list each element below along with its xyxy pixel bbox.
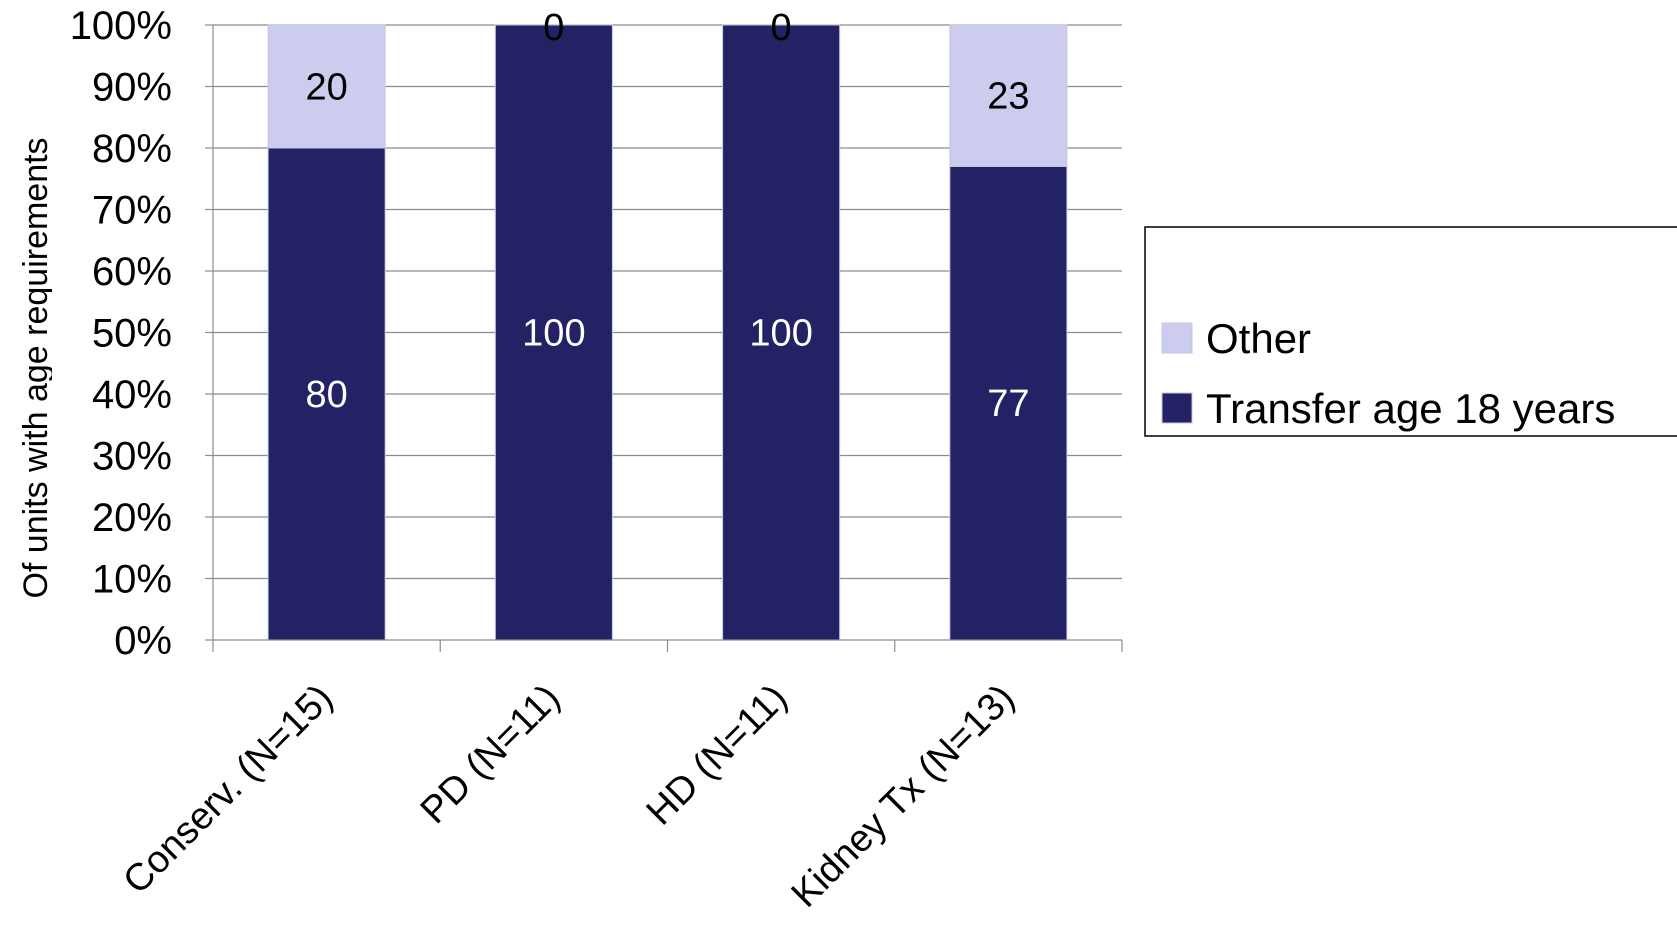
y-tick-label: 20% <box>92 496 172 540</box>
y-tick-label: 90% <box>92 66 172 110</box>
y-tick-label: 50% <box>92 312 172 356</box>
bar-segment <box>722 24 841 641</box>
y-tick-label: 10% <box>92 558 172 602</box>
legend-box <box>1144 226 1677 437</box>
bar-segment <box>949 165 1068 641</box>
y-tick-label: 70% <box>92 189 172 233</box>
data-label: 0 <box>771 7 792 49</box>
y-tick-label: 60% <box>92 250 172 294</box>
x-category-labels: Conserv. (N=15) PD (N=11) HD (N=11)Kidney … <box>115 677 1022 916</box>
legend-entry-label: Other <box>1206 315 1311 362</box>
data-label: 23 <box>987 76 1029 118</box>
y-tick-label: 80% <box>92 127 172 171</box>
legend-entry-label: Transfer age 18 years <box>1206 385 1615 432</box>
data-label: 20 <box>305 67 347 109</box>
y-tick-label: 100% <box>70 4 172 48</box>
data-label: 100 <box>749 313 812 355</box>
bar-segment <box>949 24 1068 167</box>
axes <box>205 24 1123 652</box>
y-tick-label: 0% <box>114 619 172 663</box>
y-tick-labels: 0% 10% 20% 30% 40% 50% 60% 70% 80% 90% 100% <box>70 4 172 663</box>
bar-segment <box>267 24 386 149</box>
legend-swatch <box>1161 322 1193 354</box>
data-label: 77 <box>987 383 1029 425</box>
x-category-label: HD (N=11) <box>639 677 796 834</box>
data-label: 80 <box>305 374 347 416</box>
legend-swatch <box>1161 392 1193 424</box>
x-category-label: Conserv. (N=15) <box>115 677 341 903</box>
legend: Other Transfer age 18 years <box>1144 226 1677 437</box>
data-label: 0 <box>543 7 564 49</box>
bars-group: 80 20 100 0 100 0 77 23 <box>267 7 1068 641</box>
x-category-label: PD (N=11) <box>413 677 568 832</box>
x-category-label: Kidney Tx (N=13) <box>784 677 1023 916</box>
y-tick-label: 40% <box>92 373 172 417</box>
y-tick-label: 30% <box>92 435 172 479</box>
y-axis-label: Of units with age requirements <box>17 137 55 598</box>
data-label: 100 <box>522 313 585 355</box>
